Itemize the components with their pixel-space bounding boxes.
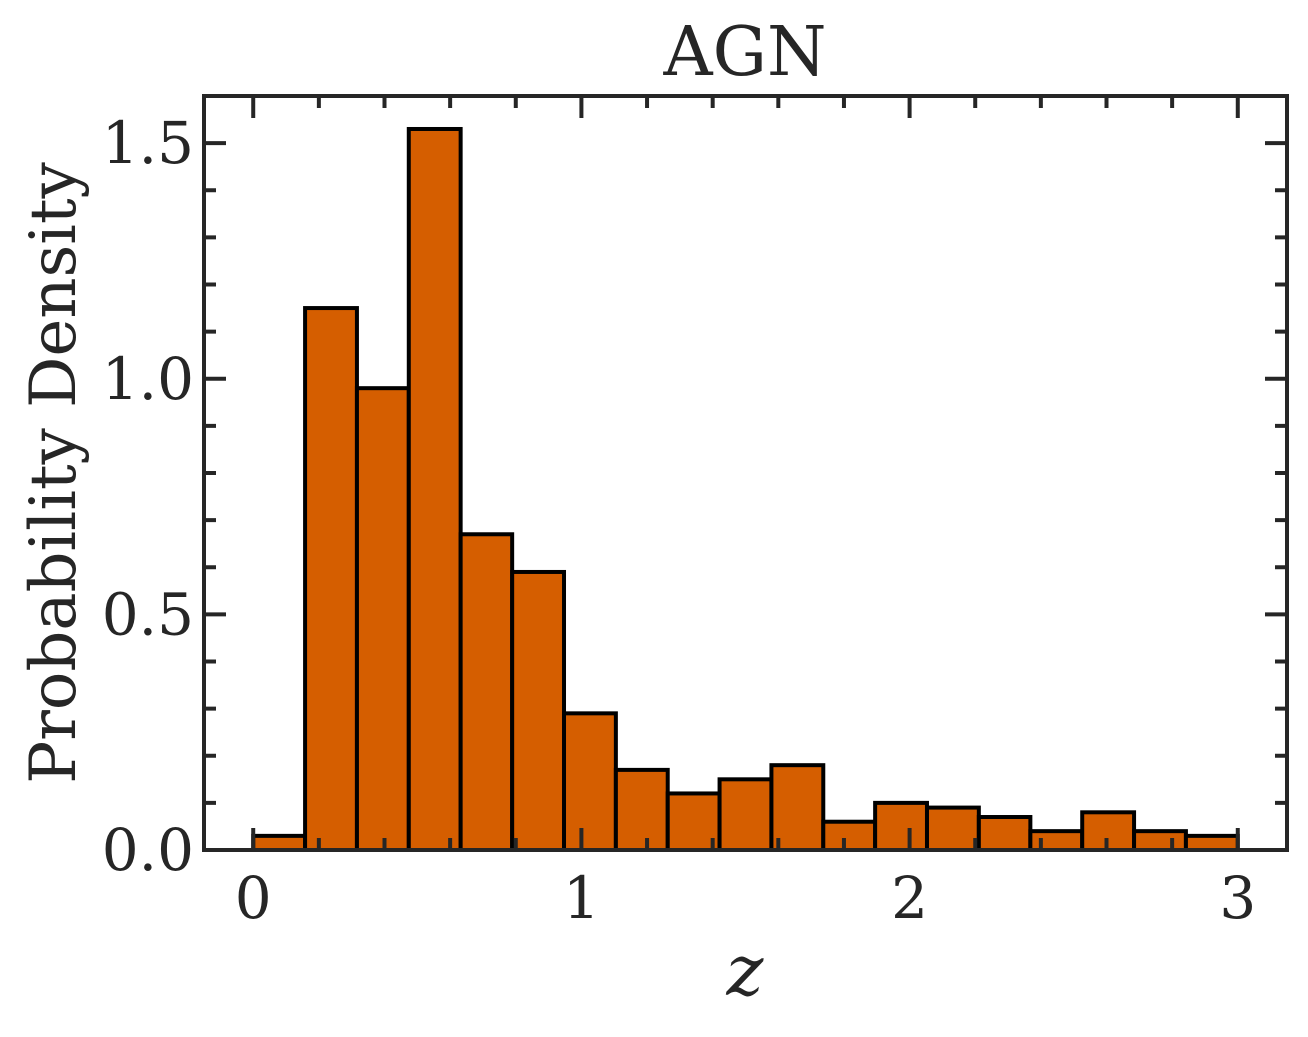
x-tick-label: 2 xyxy=(891,864,928,932)
histogram-bar xyxy=(924,805,981,853)
histogram-bar xyxy=(458,532,515,852)
histogram-bar xyxy=(406,126,463,853)
histogram-bar xyxy=(510,569,567,853)
histogram-bar xyxy=(354,386,411,852)
histogram-bar xyxy=(613,767,670,853)
histogram-bar xyxy=(251,833,308,852)
y-tick-label: 1.5 xyxy=(102,109,194,177)
histogram-bar xyxy=(717,777,774,852)
histogram-bar xyxy=(562,711,618,853)
histogram-bar xyxy=(976,815,1033,853)
y-tick-label: 1.0 xyxy=(102,345,194,413)
chart-title: AGN xyxy=(663,13,827,92)
x-axis-label: z xyxy=(726,930,765,1012)
y-tick-label: 0.0 xyxy=(102,816,194,884)
y-axis-label: Probability Density xyxy=(17,162,91,784)
plot-frame xyxy=(202,94,1289,852)
histogram-bar xyxy=(821,819,878,852)
x-tick-label: 0 xyxy=(235,864,272,932)
x-tick-label: 1 xyxy=(563,864,600,932)
bars-group xyxy=(251,126,1240,853)
x-tick-label: 3 xyxy=(1219,864,1256,932)
histogram-bar xyxy=(1183,833,1240,852)
histogram-bar xyxy=(303,306,359,852)
histogram-bar xyxy=(1028,829,1085,853)
histogram-bar xyxy=(769,763,826,852)
histogram-bar xyxy=(873,800,929,852)
histogram-bar xyxy=(1132,829,1188,853)
tick-labels-group: 0 1 2 3 0.0 0.5 1.0 1.5 xyxy=(102,109,1256,932)
y-tick-label: 0.5 xyxy=(102,580,194,648)
